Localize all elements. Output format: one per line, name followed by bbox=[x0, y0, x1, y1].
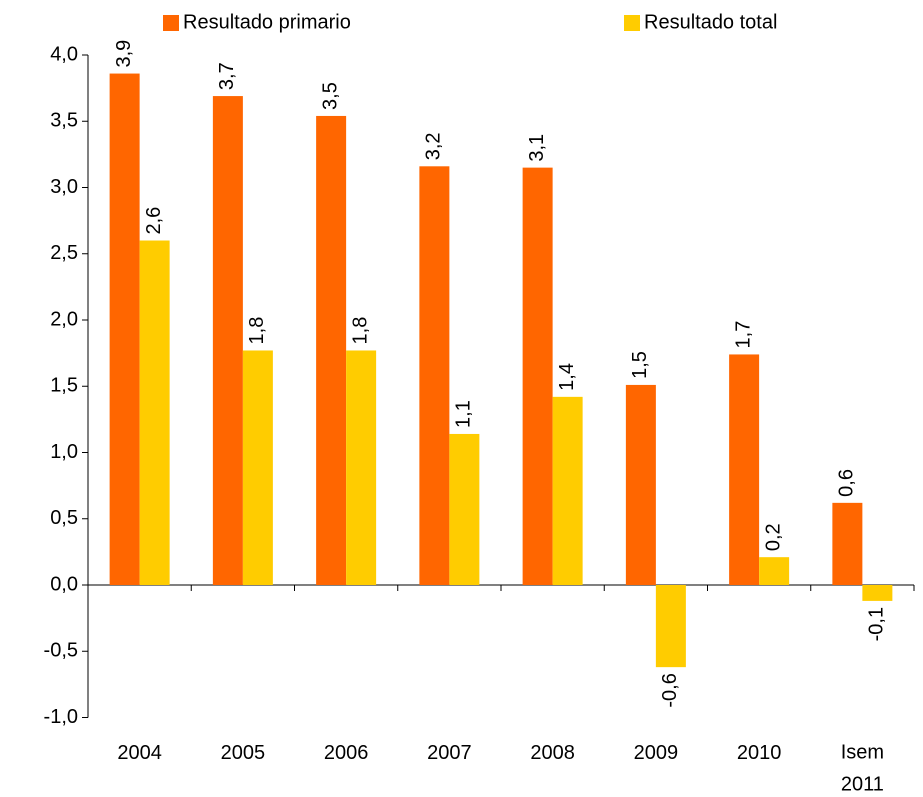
data-label: 1,8 bbox=[246, 317, 268, 345]
x-tick-label: 2006 bbox=[324, 742, 369, 764]
bar bbox=[759, 557, 790, 585]
data-label: 1,7 bbox=[732, 321, 754, 349]
data-label: 3,1 bbox=[526, 134, 548, 162]
x-tick-label: 2008 bbox=[530, 742, 575, 764]
data-label: 3,2 bbox=[423, 132, 445, 160]
x-tick-label: 2007 bbox=[427, 742, 472, 764]
data-label: 1,8 bbox=[349, 317, 371, 345]
x-tick-label: 2005 bbox=[221, 742, 266, 764]
bar bbox=[109, 73, 140, 586]
legend-swatch bbox=[624, 15, 640, 31]
data-label: 3,9 bbox=[113, 40, 135, 68]
data-label: 2,6 bbox=[143, 207, 165, 235]
y-tick-label: -1,0 bbox=[44, 706, 78, 728]
data-label: 0,6 bbox=[836, 469, 858, 497]
bar bbox=[212, 96, 243, 585]
y-tick-label: 2,0 bbox=[50, 308, 78, 330]
bar bbox=[316, 115, 347, 585]
y-tick-label: 3,5 bbox=[50, 110, 78, 132]
y-tick-label: 1,5 bbox=[50, 375, 78, 397]
data-label: -0,1 bbox=[866, 607, 888, 641]
bar bbox=[346, 350, 377, 585]
y-tick-label: 4,0 bbox=[50, 43, 78, 65]
data-label: 3,5 bbox=[319, 82, 341, 110]
y-tick-label: 2,5 bbox=[50, 242, 78, 264]
data-label: 1,4 bbox=[556, 363, 578, 391]
x-tick-label: 2009 bbox=[634, 742, 679, 764]
bar bbox=[655, 585, 686, 668]
y-tick-label: -0,5 bbox=[44, 640, 78, 662]
data-label: 1,1 bbox=[453, 400, 475, 428]
bar bbox=[242, 350, 273, 585]
y-tick-label: 3,0 bbox=[50, 176, 78, 198]
legend-label: Resultado primario bbox=[183, 11, 351, 33]
bar bbox=[522, 167, 553, 585]
bar bbox=[552, 396, 583, 585]
data-label: 1,5 bbox=[629, 351, 651, 379]
bar bbox=[139, 240, 170, 585]
bar bbox=[449, 433, 480, 585]
x-tick-label: Isem 2011 bbox=[841, 742, 884, 796]
legend-swatch bbox=[163, 15, 179, 31]
bar bbox=[832, 502, 863, 585]
data-label: -0,6 bbox=[659, 673, 681, 707]
bar bbox=[419, 166, 450, 586]
y-tick-label: 0,0 bbox=[50, 573, 78, 595]
legend-label: Resultado total bbox=[644, 11, 777, 33]
data-label: 3,7 bbox=[216, 62, 238, 90]
bar bbox=[862, 585, 893, 601]
y-tick-label: 0,5 bbox=[50, 507, 78, 529]
y-tick-label: 1,0 bbox=[50, 441, 78, 463]
x-tick-label: 2010 bbox=[737, 742, 782, 764]
x-tick-label: 2004 bbox=[117, 742, 162, 764]
bar bbox=[729, 354, 760, 585]
bar bbox=[625, 384, 656, 585]
data-label: 0,2 bbox=[762, 523, 784, 551]
